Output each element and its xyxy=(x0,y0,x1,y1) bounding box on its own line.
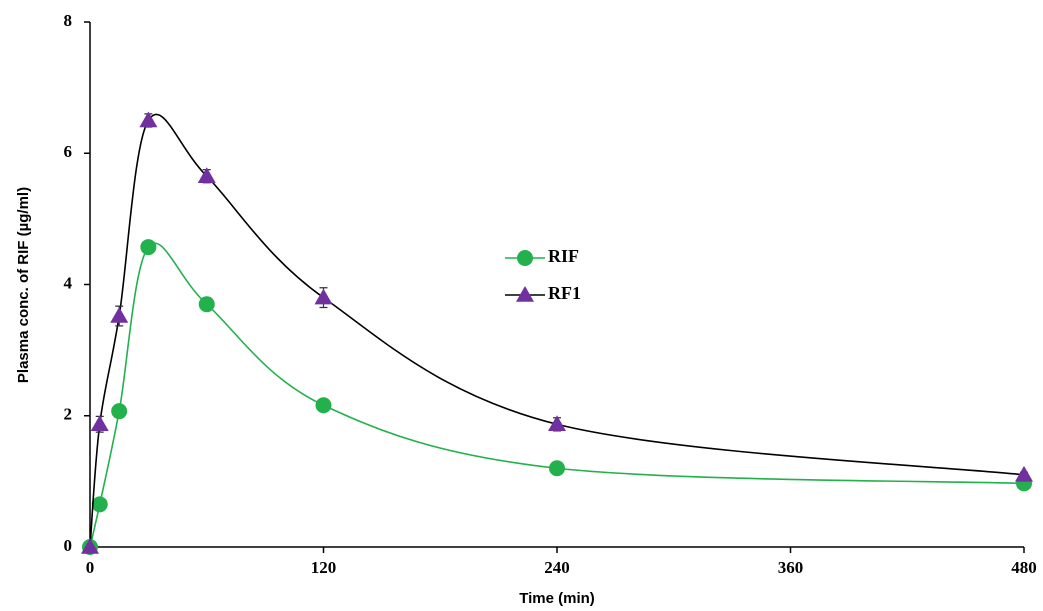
legend-label: RF1 xyxy=(548,283,581,303)
x-axis-title: Time (min) xyxy=(519,590,595,607)
data-point xyxy=(90,415,109,432)
x-tick-label: 480 xyxy=(1011,558,1037,577)
y-axis-title: Plasma conc. of RIF (µg/ml) xyxy=(15,187,32,383)
data-point xyxy=(549,460,565,477)
series-line xyxy=(89,242,1025,548)
data-point xyxy=(110,307,129,323)
y-tick-label: 8 xyxy=(64,11,73,30)
data-point xyxy=(140,239,157,256)
x-tick-label: 240 xyxy=(544,558,570,577)
series-line xyxy=(89,113,1025,548)
y-tick-label: 6 xyxy=(64,142,73,161)
x-tick-label: 360 xyxy=(778,558,804,577)
data-point xyxy=(197,167,216,183)
y-tick-label: 4 xyxy=(64,273,73,292)
data-point xyxy=(139,111,158,128)
y-tick-label: 0 xyxy=(64,536,73,555)
x-tick-label: 120 xyxy=(311,558,337,577)
legend-marker xyxy=(517,250,533,266)
data-point xyxy=(198,296,215,313)
data-point xyxy=(315,397,332,414)
data-point xyxy=(548,415,566,432)
x-tick-label: 0 xyxy=(86,558,95,577)
data-point xyxy=(314,288,333,305)
data-point xyxy=(81,538,99,554)
y-tick-label: 2 xyxy=(64,405,73,424)
legend-label: RIF xyxy=(548,246,579,266)
data-point xyxy=(1015,465,1033,482)
data-point xyxy=(111,403,128,420)
data-point xyxy=(91,496,108,513)
legend-marker xyxy=(516,286,534,302)
